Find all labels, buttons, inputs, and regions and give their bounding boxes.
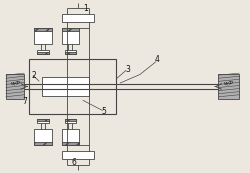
Bar (34, 142, 52, 145)
Bar (29, 59, 116, 114)
Bar (62, 151, 94, 160)
Bar (37, 52, 48, 54)
Bar (62, 28, 79, 31)
Text: w/P: w/P (224, 81, 234, 86)
Bar (37, 119, 48, 121)
Bar (62, 13, 94, 22)
Text: w/P: w/P (10, 81, 20, 86)
Bar (37, 119, 48, 123)
Bar (62, 129, 79, 145)
Text: 4: 4 (155, 55, 160, 64)
Text: 6: 6 (72, 158, 76, 167)
Text: 1: 1 (83, 4, 87, 13)
Bar (65, 52, 76, 54)
Bar (34, 28, 52, 44)
Bar (37, 50, 48, 54)
Text: 7: 7 (22, 97, 27, 106)
Bar (65, 119, 76, 121)
Text: 5: 5 (102, 107, 106, 116)
Bar (62, 28, 79, 44)
Bar (62, 142, 79, 145)
Text: 3: 3 (125, 65, 130, 74)
Text: 2: 2 (32, 71, 37, 80)
Bar (6, 75, 24, 98)
Bar (34, 28, 52, 31)
Bar (42, 77, 89, 96)
Bar (65, 50, 76, 54)
Bar (34, 129, 52, 145)
Bar (65, 119, 76, 123)
Bar (218, 75, 239, 98)
